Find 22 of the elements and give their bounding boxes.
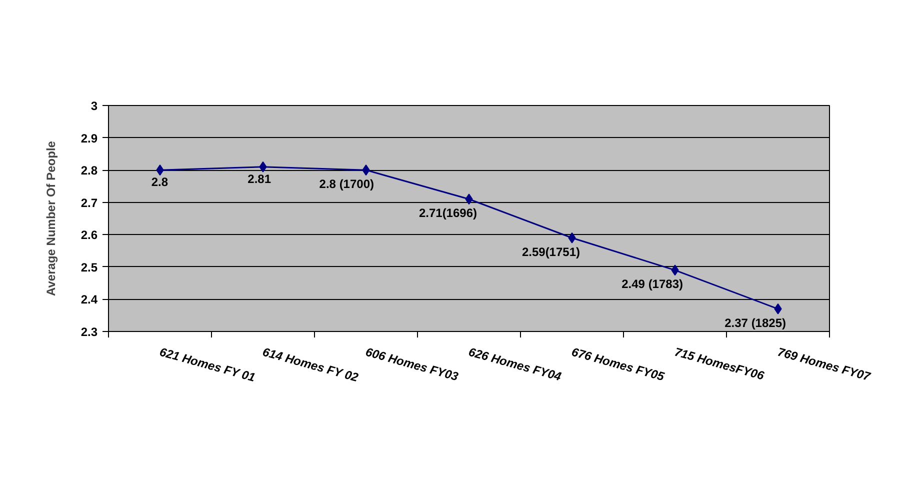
y-tick-label: 2.9	[80, 131, 98, 146]
x-tick-label: 606 Homes FY03	[364, 344, 460, 384]
y-tick-label: 2.4	[80, 292, 98, 307]
y-tick-label: 2.7	[80, 196, 98, 210]
data-label: 2.81	[248, 172, 272, 186]
y-tick-label: 2.8	[80, 164, 98, 178]
x-tick-label: 614 Homes FY 02	[261, 344, 360, 385]
data-label: 2.37 (1825)	[724, 316, 786, 330]
y-tick-label: 2.6	[80, 228, 98, 242]
y-tick-label: 2.3	[80, 325, 98, 339]
x-tick-label: 769 Homes FY07	[776, 344, 874, 384]
data-label: 2.71(1696)	[418, 206, 478, 220]
data-label: 2.8 (1700)	[319, 177, 374, 192]
y-tick-label: 3	[90, 99, 98, 113]
data-label: 2.59(1751)	[522, 244, 580, 259]
data-label: 2.49 (1783)	[622, 277, 684, 292]
y-axis-title: Average Number Of People	[44, 140, 58, 296]
x-tick-label: 621 Homes FY 01	[158, 344, 258, 385]
x-tick-label: 676 Homes FY05	[570, 344, 666, 384]
x-tick-label: 626 Homes FY04	[467, 344, 564, 384]
y-tick-label: 2.5	[80, 260, 98, 274]
data-label: 2.8	[151, 175, 168, 190]
